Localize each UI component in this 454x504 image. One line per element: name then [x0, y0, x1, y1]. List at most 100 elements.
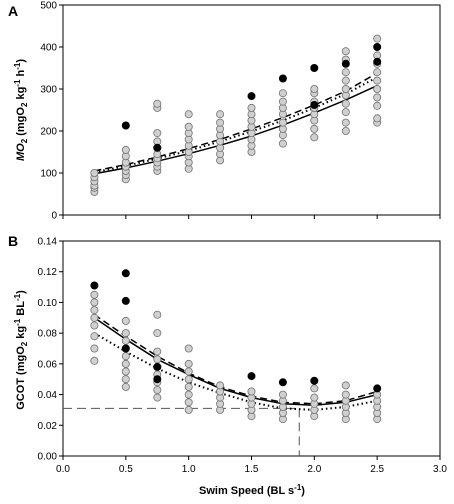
data-point-open — [90, 356, 99, 365]
data-point-open — [341, 390, 350, 399]
x-axis-label: Swim Speed (BL s-1) — [199, 483, 305, 497]
data-point-open — [247, 387, 256, 396]
panel-b-y-tick-label: 0.10 — [38, 298, 58, 309]
data-point-open — [310, 384, 319, 393]
x-tick-label: 1.0 — [182, 464, 196, 475]
data-point-filled — [153, 375, 162, 384]
data-point-open — [121, 336, 130, 345]
panel-b-frame — [62, 240, 441, 457]
panel-a-y-tick-label: 0 — [51, 211, 57, 222]
panel-a: A 0 100 200 300 400 500 MO2 (mgO2 kg-1 h-1) — [8, 1, 441, 222]
panel-a-points — [90, 34, 382, 196]
data-point-open — [310, 133, 319, 142]
data-point-open — [153, 99, 162, 108]
data-point-filled — [310, 64, 319, 73]
data-point-open — [121, 352, 130, 361]
data-point-open — [184, 382, 193, 391]
data-point-open — [373, 101, 382, 110]
data-point-open — [216, 118, 225, 127]
data-point-filled — [121, 344, 130, 353]
data-point-filled — [90, 281, 99, 290]
data-point-open — [341, 127, 350, 136]
data-point-open — [90, 168, 99, 177]
data-point-open — [184, 344, 193, 353]
panel-b-points — [90, 269, 382, 424]
data-point-filled — [121, 296, 130, 305]
x-tick-label: 3.0 — [433, 464, 447, 475]
data-point-filled — [310, 376, 319, 385]
data-point-open — [153, 329, 162, 338]
panel-b: B 0.000.020.040.060.080.100.120.14 0.0 0.… — [8, 233, 447, 497]
data-point-open — [90, 290, 99, 299]
data-point-open — [153, 310, 162, 319]
x-tick-label: 2.5 — [370, 464, 384, 475]
fit-line-dotted — [93, 332, 378, 411]
data-point-open — [373, 114, 382, 123]
data-point-filled — [121, 269, 130, 278]
data-point-filled — [153, 143, 162, 152]
data-point-open — [341, 99, 350, 108]
x-tick-label: 0.0 — [56, 464, 70, 475]
data-point-open — [310, 85, 319, 94]
data-point-open — [184, 122, 193, 131]
data-point-open — [153, 355, 162, 364]
data-point-filled — [278, 74, 287, 83]
fit-line-dotted — [94, 76, 378, 174]
data-point-open — [90, 344, 99, 353]
data-point-open — [121, 329, 130, 338]
data-point-open — [184, 359, 193, 368]
data-point-filled — [121, 121, 130, 130]
data-point-open — [216, 110, 225, 119]
data-point-open — [278, 118, 287, 127]
data-point-open — [121, 382, 130, 391]
data-point-open — [310, 393, 319, 402]
data-point-open — [247, 103, 256, 112]
panel-a-y-tick-label: 400 — [40, 43, 57, 54]
data-point-open — [373, 93, 382, 102]
data-point-open — [121, 145, 130, 154]
fit-line-solid — [93, 317, 378, 407]
panel-b-y-tick-label: 0.04 — [38, 390, 58, 401]
data-point-open — [373, 34, 382, 43]
data-point-open — [184, 405, 193, 414]
data-point-open — [90, 306, 99, 315]
data-point-open — [153, 385, 162, 394]
panel-b-y-tick-label: 0.06 — [38, 359, 58, 370]
data-point-open — [341, 108, 350, 117]
data-point-filled — [278, 378, 287, 387]
data-point-open — [278, 390, 287, 399]
panel-b-y-tick-label: 0.00 — [38, 452, 58, 463]
panel-a-fit-lines — [94, 72, 378, 175]
panel-b-y-tick-label: 0.12 — [38, 267, 58, 278]
data-point-filled — [341, 59, 350, 68]
data-point-filled — [153, 362, 162, 371]
data-point-open — [153, 393, 162, 402]
data-point-open — [90, 313, 99, 322]
data-point-open — [341, 68, 350, 77]
fit-line-dashed — [93, 314, 378, 405]
data-point-filled — [373, 43, 382, 52]
data-point-filled — [373, 57, 382, 66]
panel-a-y-tick-label: 500 — [40, 1, 57, 12]
panel-b-fit-lines — [93, 314, 378, 411]
data-point-open — [184, 110, 193, 119]
data-point-open — [184, 367, 193, 376]
x-axis-ticks: 0.0 0.5 1.0 1.5 2.0 2.5 3.0 — [56, 456, 447, 475]
fit-line-solid — [94, 84, 378, 175]
data-point-open — [216, 381, 225, 390]
panel-b-letter: B — [8, 233, 18, 249]
panel-a-y-tick-label: 100 — [40, 169, 57, 180]
fit-line-dashed — [94, 72, 378, 172]
data-point-open — [184, 375, 193, 384]
panel-b-y-tick-label: 0.08 — [38, 329, 58, 340]
panel-b-y-ticks: 0.00 0.02 0.04 0.06 0.08 0.10 0.12 0.14 — [38, 237, 63, 463]
data-point-open — [184, 390, 193, 399]
data-point-open — [373, 68, 382, 77]
panel-a-y-tick-label: 300 — [40, 85, 57, 96]
panel-b-y-tick-label: 0.02 — [38, 421, 58, 432]
data-point-open — [341, 381, 350, 390]
panel-a-y-label: MO2 (mgO2 kg-1 h-1) — [13, 59, 29, 161]
data-point-open — [278, 97, 287, 106]
panel-a-y-tick-label: 200 — [40, 127, 57, 138]
x-tick-label: 2.0 — [307, 464, 321, 475]
